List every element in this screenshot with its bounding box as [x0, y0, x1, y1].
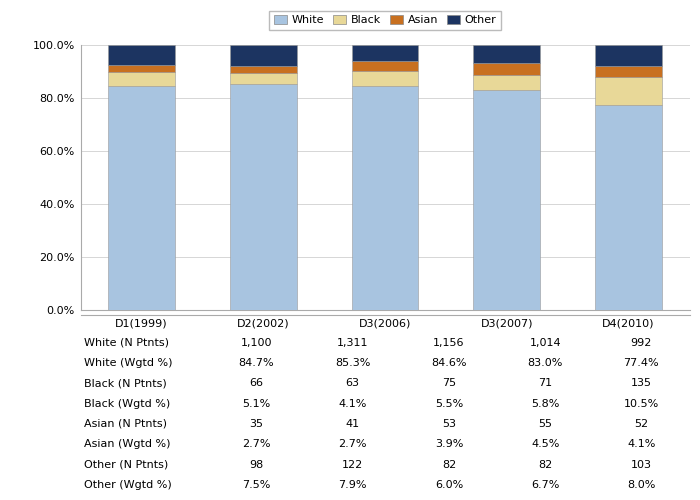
Text: 4.1%: 4.1%: [627, 439, 656, 449]
Text: 82: 82: [442, 460, 456, 469]
Text: 122: 122: [342, 460, 363, 469]
Text: 1,014: 1,014: [529, 338, 561, 347]
Text: 77.4%: 77.4%: [624, 358, 659, 368]
Bar: [473, 63, 540, 74]
Text: White (Wgtd %): White (Wgtd %): [83, 358, 172, 368]
Text: 2.7%: 2.7%: [339, 439, 367, 449]
Text: 75: 75: [442, 378, 456, 388]
Bar: [230, 45, 297, 66]
Text: 85.3%: 85.3%: [335, 358, 370, 368]
Bar: [351, 71, 419, 86]
Text: White (N Ptnts): White (N Ptnts): [83, 338, 169, 347]
Text: Other (Wgtd %): Other (Wgtd %): [83, 480, 172, 490]
Text: 6.7%: 6.7%: [531, 480, 559, 490]
Text: 10.5%: 10.5%: [624, 398, 659, 408]
Bar: [351, 45, 419, 61]
Bar: [351, 86, 419, 310]
Text: Asian (N Ptnts): Asian (N Ptnts): [83, 419, 167, 429]
Text: 992: 992: [631, 338, 652, 347]
Text: 7.5%: 7.5%: [242, 480, 271, 490]
Text: 84.7%: 84.7%: [239, 358, 274, 368]
Text: 52: 52: [634, 419, 648, 429]
Bar: [473, 74, 540, 90]
Text: 5.1%: 5.1%: [242, 398, 271, 408]
Bar: [230, 66, 297, 73]
Text: 2.7%: 2.7%: [242, 439, 271, 449]
Text: 103: 103: [631, 460, 652, 469]
Bar: [473, 45, 540, 63]
Text: 3.9%: 3.9%: [435, 439, 463, 449]
Legend: White, Black, Asian, Other: White, Black, Asian, Other: [270, 10, 500, 29]
Text: 5.5%: 5.5%: [435, 398, 463, 408]
Text: 41: 41: [346, 419, 360, 429]
Text: 98: 98: [249, 460, 264, 469]
Text: 1,156: 1,156: [433, 338, 465, 347]
Text: Other (N Ptnts): Other (N Ptnts): [83, 460, 168, 469]
Bar: [108, 45, 175, 65]
Text: Black (Wgtd %): Black (Wgtd %): [83, 398, 170, 408]
Bar: [595, 66, 662, 77]
Bar: [108, 72, 175, 86]
Bar: [230, 73, 297, 84]
Text: 6.0%: 6.0%: [435, 480, 463, 490]
Text: 66: 66: [249, 378, 263, 388]
Text: 4.1%: 4.1%: [339, 398, 367, 408]
Text: Asian (Wgtd %): Asian (Wgtd %): [83, 439, 170, 449]
Bar: [473, 90, 540, 310]
Text: 4.5%: 4.5%: [531, 439, 559, 449]
Bar: [108, 65, 175, 72]
Text: 53: 53: [442, 419, 456, 429]
Bar: [595, 77, 662, 105]
Text: Black (N Ptnts): Black (N Ptnts): [83, 378, 167, 388]
Text: 82: 82: [538, 460, 552, 469]
Text: 135: 135: [631, 378, 652, 388]
Bar: [108, 86, 175, 310]
Bar: [230, 84, 297, 310]
Text: 84.6%: 84.6%: [431, 358, 467, 368]
Bar: [595, 45, 662, 66]
Text: 83.0%: 83.0%: [528, 358, 563, 368]
Text: 55: 55: [538, 419, 552, 429]
Text: 71: 71: [538, 378, 552, 388]
Text: 5.8%: 5.8%: [531, 398, 559, 408]
Text: 1,311: 1,311: [337, 338, 368, 347]
Text: 7.9%: 7.9%: [339, 480, 367, 490]
Bar: [595, 105, 662, 310]
Text: 8.0%: 8.0%: [627, 480, 656, 490]
Text: 35: 35: [249, 419, 263, 429]
Bar: [351, 61, 419, 71]
Text: 63: 63: [346, 378, 360, 388]
Text: 1,100: 1,100: [241, 338, 272, 347]
